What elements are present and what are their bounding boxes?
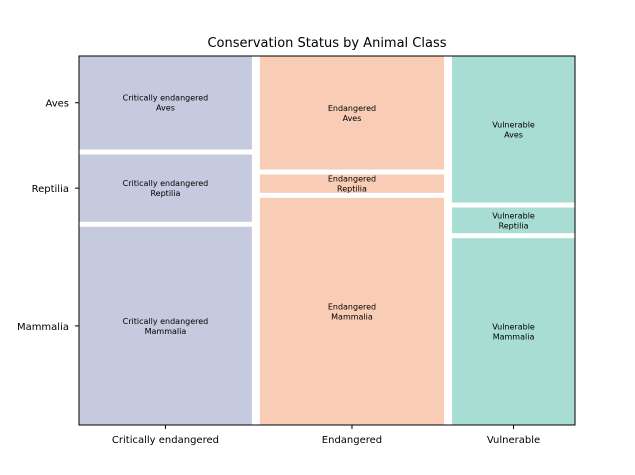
cell-label-vulnerable-reptilia: Vulnerable [492, 211, 535, 220]
y-axis: Aves Reptilia Mammalia [17, 99, 79, 333]
mosaic-cell-vulnerable-reptilia [452, 207, 575, 234]
cell-label-vulnerable-aves: Vulnerable [492, 120, 535, 129]
mosaic-cell-critically-endangered-aves [79, 56, 252, 150]
cell-label-endangered-mammalia: Endangered [328, 302, 376, 311]
x-axis: Critically endangered Endangered Vulnerabl… [112, 425, 540, 446]
mosaic-cell-vulnerable-mammalia [452, 238, 575, 425]
y-tick-label-reptilia: Reptilia [32, 184, 69, 195]
cell-label-critically-endangered-mammalia: Critically endangered [123, 317, 209, 326]
cell-label-endangered-mammalia: Mammalia [331, 312, 373, 321]
cell-label-critically-endangered-reptilia: Critically endangered [123, 179, 209, 188]
y-tick-label-mammalia: Mammalia [17, 322, 69, 333]
y-tick-label-aves: Aves [45, 99, 69, 110]
chart-title: Conservation Status by Animal Class [207, 36, 446, 51]
cell-label-vulnerable-mammalia: Vulnerable [492, 323, 535, 332]
cell-label-vulnerable-aves: Aves [504, 130, 523, 139]
x-tick-label-vulnerable: Vulnerable [487, 435, 540, 446]
x-tick-label-endangered: Endangered [322, 435, 382, 446]
mosaic-cell-endangered-mammalia [259, 197, 445, 425]
cell-label-critically-endangered-aves: Aves [156, 104, 175, 113]
cell-label-endangered-reptilia: Endangered [328, 175, 376, 184]
cell-label-endangered-reptilia: Reptilia [337, 185, 367, 194]
cell-label-vulnerable-mammalia: Mammalia [493, 333, 535, 342]
x-tick-label-critically-endangered: Critically endangered [112, 435, 219, 446]
cell-label-critically-endangered-mammalia: Mammalia [145, 327, 187, 336]
mosaic-cell-endangered-aves [259, 56, 445, 170]
cell-label-endangered-aves: Aves [343, 114, 362, 123]
mosaic-cell-endangered-reptilia [259, 174, 445, 193]
axes-frame [78, 55, 576, 426]
cell-label-endangered-aves: Endangered [328, 104, 376, 113]
cell-label-critically-endangered-aves: Critically endangered [123, 94, 209, 103]
mosaic-cell-critically-endangered-mammalia [79, 226, 252, 425]
cell-label-critically-endangered-reptilia: Reptilia [150, 189, 180, 198]
cell-label-vulnerable-reptilia: Reptilia [499, 221, 529, 230]
mosaic-cell-critically-endangered-reptilia [79, 154, 252, 222]
mosaic-cell-vulnerable-aves [452, 56, 575, 203]
